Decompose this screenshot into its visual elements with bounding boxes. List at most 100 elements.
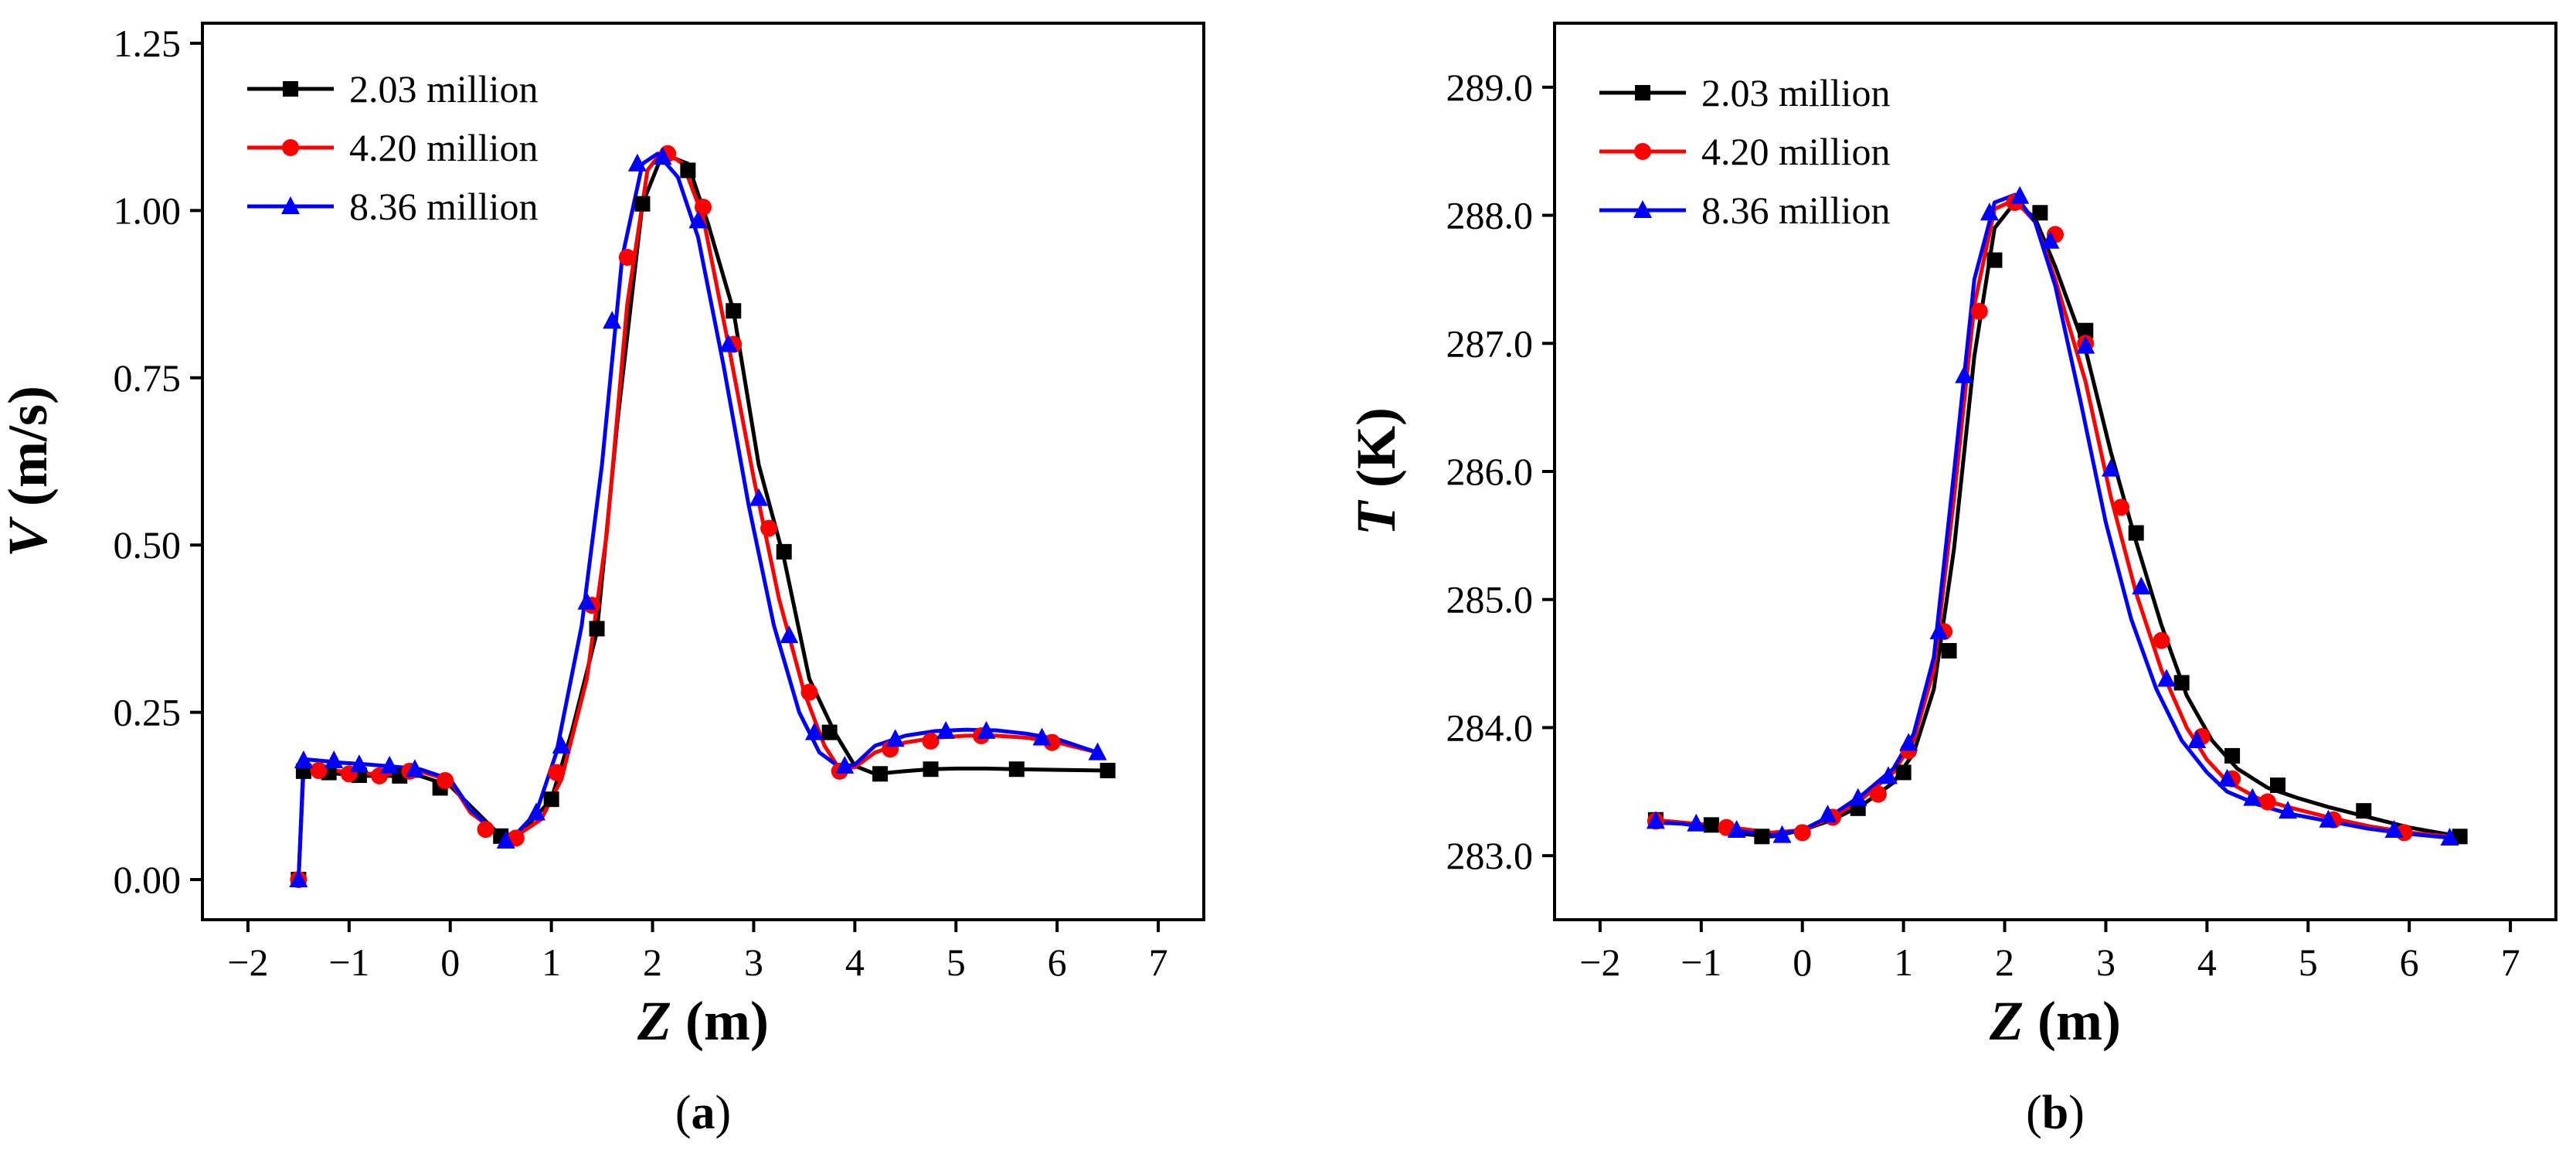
series-markers-1 bbox=[1647, 194, 2413, 842]
x-tick-label: −2 bbox=[1579, 941, 1620, 984]
x-tick-label: 6 bbox=[2400, 941, 2419, 984]
data-point bbox=[405, 759, 424, 778]
data-point bbox=[1703, 817, 1719, 833]
data-point bbox=[1727, 820, 1746, 838]
data-point bbox=[1088, 742, 1107, 761]
x-tick-label: 2 bbox=[643, 941, 662, 984]
data-point bbox=[2032, 205, 2048, 221]
legend-label: 2.03 million bbox=[349, 67, 538, 111]
legend-marker bbox=[1633, 200, 1652, 218]
legend-marker bbox=[1635, 85, 1650, 100]
chart-panel-a: −2 −1 0 1 2 3 4 5 6 7 0.00 0.25 0.50 0.75 1.00 1.25 Z (m… bbox=[0, 22, 1205, 1139]
legend-marker bbox=[281, 196, 300, 214]
data-point bbox=[1754, 829, 1770, 845]
y-tick-label: 285.0 bbox=[1446, 578, 1534, 621]
data-point bbox=[627, 153, 647, 172]
data-point bbox=[1879, 766, 1898, 784]
data-point bbox=[2319, 809, 2338, 828]
data-point bbox=[552, 735, 571, 754]
data-point bbox=[1848, 788, 1867, 806]
y-tick-label: 0.25 bbox=[114, 691, 182, 734]
x-tick-label: 7 bbox=[2501, 941, 2520, 984]
y-tick-label: 0.00 bbox=[114, 858, 182, 901]
x-tick-label: −2 bbox=[227, 941, 268, 984]
data-point bbox=[1818, 805, 1837, 823]
data-point bbox=[618, 248, 636, 266]
x-tick-label: 5 bbox=[946, 941, 966, 984]
data-point bbox=[1032, 727, 1052, 746]
x-tick-label: 3 bbox=[2096, 941, 2116, 984]
data-point bbox=[1687, 813, 1706, 832]
data-point bbox=[496, 830, 515, 849]
legend-label: 8.36 million bbox=[349, 185, 538, 228]
y-axis-label: V (m/s) bbox=[0, 386, 59, 557]
data-point bbox=[2243, 788, 2262, 806]
y-tick-label: 286.0 bbox=[1446, 450, 1534, 493]
series-markers-1 bbox=[290, 145, 1061, 889]
series-markers-2 bbox=[1646, 185, 2459, 846]
data-point bbox=[527, 802, 545, 821]
data-point bbox=[780, 625, 799, 644]
series-markers-2 bbox=[289, 147, 1107, 888]
data-point bbox=[977, 720, 996, 739]
data-point bbox=[325, 750, 344, 768]
data-point bbox=[2157, 669, 2176, 687]
y-tick-label: 284.0 bbox=[1446, 706, 1534, 749]
x-tick-label: 4 bbox=[845, 941, 865, 984]
x-tick-label: 5 bbox=[2299, 941, 2318, 984]
x-tick-label: 2 bbox=[1995, 941, 2014, 984]
data-point bbox=[2258, 793, 2276, 811]
x-tick-label: 0 bbox=[440, 941, 460, 984]
x-tick-label: −1 bbox=[328, 941, 369, 984]
x-tick-label: 6 bbox=[1048, 941, 1067, 984]
x-tick-label: −1 bbox=[1681, 941, 1721, 984]
y-tick-label: 0.50 bbox=[114, 523, 182, 567]
plot-frame bbox=[201, 22, 1205, 921]
x-tick-label: 1 bbox=[1894, 941, 1913, 984]
series-line-0 bbox=[1648, 200, 2462, 839]
data-point bbox=[349, 754, 369, 773]
data-point bbox=[2173, 675, 2190, 691]
data-point bbox=[760, 519, 778, 537]
y-tick-label: 1.00 bbox=[114, 189, 182, 232]
data-point bbox=[821, 724, 838, 740]
data-point bbox=[589, 621, 605, 637]
data-point bbox=[2078, 322, 2094, 339]
x-tick-label: 7 bbox=[1149, 941, 1168, 984]
data-point bbox=[1970, 302, 1988, 320]
data-point bbox=[688, 210, 708, 229]
data-point bbox=[1646, 811, 1665, 829]
data-point bbox=[800, 683, 818, 701]
data-point bbox=[603, 311, 622, 329]
data-point bbox=[2112, 499, 2130, 516]
legend-label: 2.03 million bbox=[1701, 71, 1890, 114]
y-tick-label: 289.0 bbox=[1446, 66, 1534, 109]
data-point bbox=[726, 303, 742, 319]
y-tick-label: 288.0 bbox=[1446, 194, 1534, 237]
data-point bbox=[294, 750, 313, 768]
data-point bbox=[2102, 458, 2120, 477]
data-point bbox=[543, 791, 559, 808]
data-point bbox=[634, 196, 651, 212]
panel-label: (b) bbox=[2026, 1087, 2085, 1139]
data-point bbox=[2010, 185, 2030, 204]
data-point bbox=[2128, 525, 2144, 541]
data-point bbox=[1793, 824, 1811, 842]
data-point bbox=[1955, 365, 1974, 383]
data-point bbox=[1772, 825, 1792, 843]
x-tick-label: 1 bbox=[542, 941, 561, 984]
data-point bbox=[1008, 761, 1025, 778]
data-point bbox=[2356, 803, 2372, 819]
data-point bbox=[2279, 801, 2298, 819]
data-point bbox=[548, 764, 566, 781]
data-point bbox=[936, 720, 956, 739]
data-point bbox=[2217, 768, 2237, 787]
data-point bbox=[2384, 820, 2404, 838]
data-point bbox=[1869, 785, 1887, 803]
data-point bbox=[872, 766, 889, 782]
legend-label: 4.20 million bbox=[1701, 130, 1890, 173]
data-point bbox=[1986, 252, 2003, 268]
data-point bbox=[923, 761, 939, 778]
x-tick-label: 3 bbox=[744, 941, 763, 984]
